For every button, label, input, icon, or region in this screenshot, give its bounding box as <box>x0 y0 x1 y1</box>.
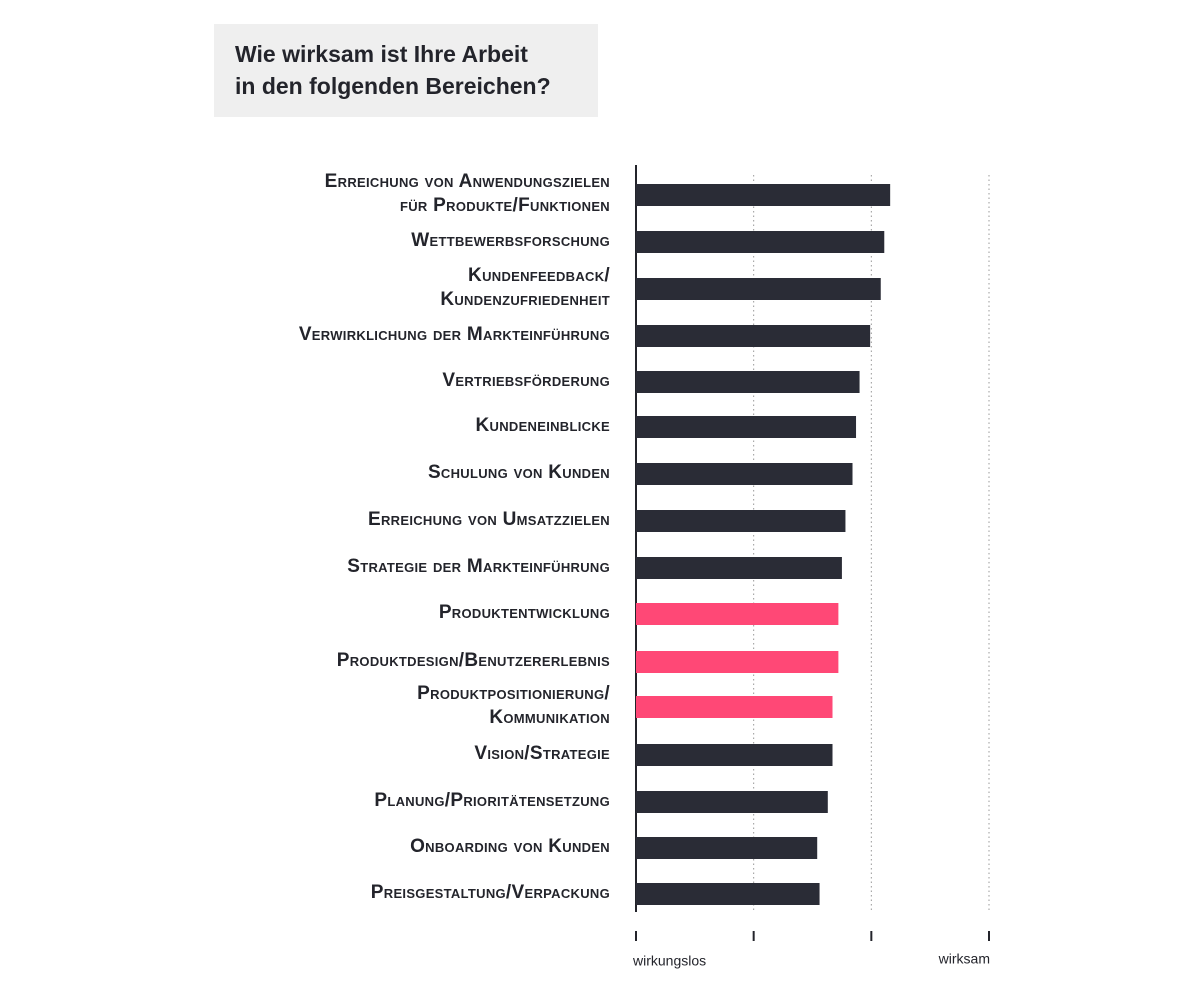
category-label: Vision/Strategie <box>474 743 610 764</box>
category-label: Schulung von Kunden <box>428 462 610 483</box>
category-label: für Produkte/Funktionen <box>400 195 610 216</box>
bar <box>636 371 860 393</box>
category-label: Wettbewerbsforschung <box>411 230 610 251</box>
bar <box>636 557 842 579</box>
bar <box>636 744 833 766</box>
bar <box>636 791 828 813</box>
category-label: Erreichung von Anwendungszielen <box>325 171 610 192</box>
bar <box>636 883 820 905</box>
scale-label: wirkungslos <box>632 953 706 969</box>
category-label: Vertriebsförderung <box>442 370 610 391</box>
chart-title: in den folgenden Bereichen? <box>235 73 551 99</box>
bar <box>636 837 818 859</box>
bar <box>636 463 853 485</box>
bar <box>636 325 871 347</box>
category-label: Kommunikation <box>489 707 610 728</box>
bar <box>636 278 881 300</box>
category-label: Kundenzufriedenheit <box>440 289 610 310</box>
bar <box>636 231 885 253</box>
bar <box>636 696 833 718</box>
category-label: Produktpositionierung/ <box>417 683 610 704</box>
chart-title: Wie wirksam ist Ihre Arbeit <box>235 41 528 67</box>
category-label: Produktdesign/Benutzererlebnis <box>337 650 610 671</box>
category-label: Erreichung von Umsatzzielen <box>368 509 610 530</box>
category-label: Planung/Prioritätensetzung <box>374 790 610 811</box>
category-label: Onboarding von Kunden <box>410 836 610 857</box>
bar <box>636 416 857 438</box>
bar <box>636 184 891 206</box>
title-box <box>214 24 598 117</box>
category-label: Strategie der Markteinführung <box>347 556 610 577</box>
bar <box>636 603 839 625</box>
scale-label: wirksam <box>938 951 990 967</box>
category-label: Produktentwicklung <box>439 602 610 623</box>
category-label: Verwirklichung der Markteinführung <box>299 324 610 345</box>
category-label: Kundenfeedback/ <box>468 265 610 286</box>
category-label: Preisgestaltung/Verpackung <box>371 882 610 903</box>
bar <box>636 510 846 532</box>
category-label: Kundeneinblicke <box>475 415 610 436</box>
bar <box>636 651 839 673</box>
